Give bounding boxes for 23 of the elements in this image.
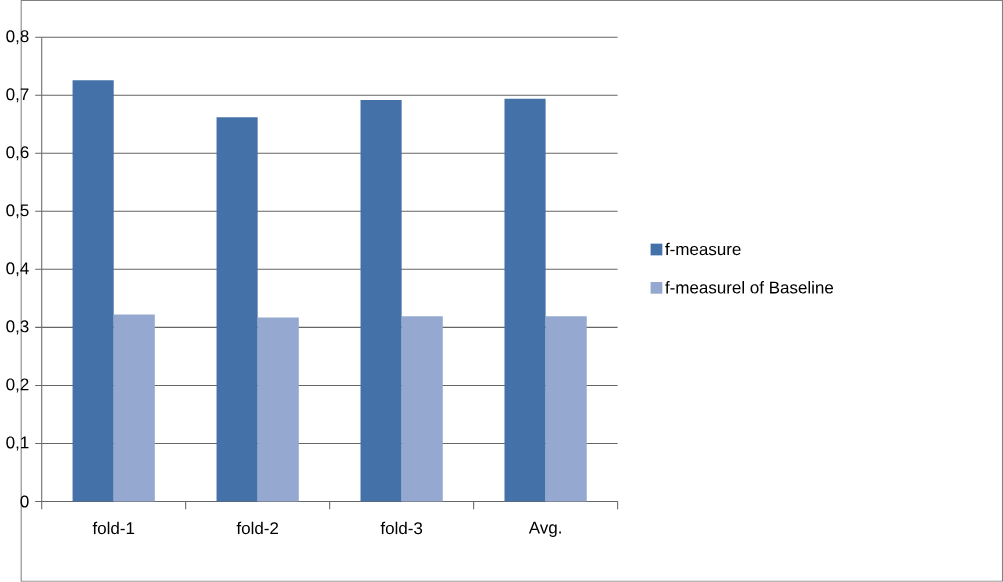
y-tick-label: 0 <box>20 495 29 508</box>
y-tick-label: 0,2 <box>6 378 29 393</box>
bar <box>216 117 258 502</box>
legend-label: f-measurel of Baseline <box>665 281 834 294</box>
x-tick-label: Avg. <box>528 521 561 538</box>
bar <box>545 316 587 502</box>
x-tick-label: fold-1 <box>92 521 135 535</box>
bar <box>401 316 443 502</box>
y-tick-label: 0,4 <box>6 262 29 277</box>
y-tick-label: 0,5 <box>6 204 29 219</box>
x-tick-label: fold-3 <box>380 521 423 535</box>
bar <box>257 317 299 502</box>
y-tick-label: 0,6 <box>6 146 29 161</box>
legend-label: f-measure <box>665 242 741 256</box>
y-tick-label: 0,3 <box>6 320 29 335</box>
y-tick-label: 0,1 <box>6 436 29 451</box>
bar <box>72 80 114 502</box>
bar <box>360 100 402 502</box>
x-tick-label: fold-2 <box>236 521 279 535</box>
bar <box>504 98 546 502</box>
y-tick-label: 0,8 <box>6 30 29 45</box>
bar <box>113 314 155 502</box>
y-tick-label: 0,7 <box>6 88 29 103</box>
